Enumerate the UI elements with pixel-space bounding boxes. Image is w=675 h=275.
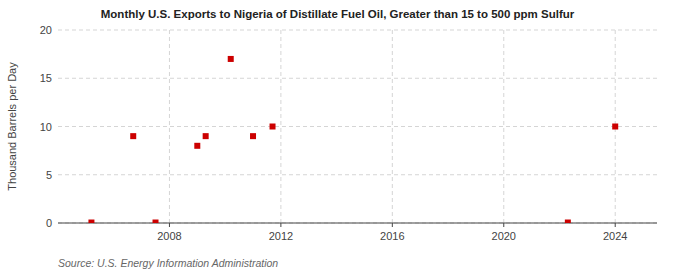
point	[194, 143, 200, 149]
y-grid-line	[58, 78, 657, 79]
y-grid-line	[58, 126, 657, 127]
point	[153, 220, 159, 223]
y-tick-label: 10	[40, 121, 52, 133]
point	[565, 220, 571, 223]
x-grid-line	[392, 30, 393, 223]
x-grid-line	[280, 30, 281, 223]
title: Monthly U.S. Exports to Nigeria of Disti…	[101, 8, 575, 20]
y-axis: 0 5 10 15 20 Thousand Barrels per Day	[6, 24, 52, 229]
x-tick-label: 2020	[492, 230, 516, 242]
y-grid-line	[58, 30, 657, 31]
x-tick-label: 2012	[269, 230, 293, 242]
y-tick-label: 0	[46, 217, 52, 229]
y-grid-line	[58, 174, 657, 175]
x-tick-label: 2024	[603, 230, 627, 242]
grid	[58, 30, 657, 223]
y-tick-label: 20	[40, 24, 52, 36]
point	[250, 133, 256, 139]
x-tick-label: 2016	[380, 230, 404, 242]
x-tick	[392, 223, 393, 227]
point	[612, 124, 618, 130]
point	[270, 124, 276, 130]
chart-container: Monthly U.S. Exports to Nigeria of Disti…	[0, 0, 675, 275]
point	[203, 133, 209, 139]
point	[130, 133, 136, 139]
x-grid-line	[503, 30, 504, 223]
y-tick-label: 5	[46, 169, 52, 181]
x-grid-line	[169, 30, 170, 223]
chart: Monthly U.S. Exports to Nigeria of Disti…	[0, 0, 675, 275]
source: Source: U.S. Energy Information Administ…	[58, 257, 278, 269]
x-tick-label: 2008	[157, 230, 181, 242]
x-tick	[615, 223, 616, 227]
point	[228, 56, 234, 62]
point	[88, 220, 94, 223]
x-tick	[280, 223, 281, 227]
y-tick-label: 15	[40, 72, 52, 84]
x-axis: 2008 2012 2016 2020 2024	[58, 223, 657, 242]
y-axis-label: Thousand Barrels per Day	[6, 62, 18, 191]
x-tick	[503, 223, 504, 227]
points	[88, 56, 618, 223]
x-tick	[169, 223, 170, 227]
